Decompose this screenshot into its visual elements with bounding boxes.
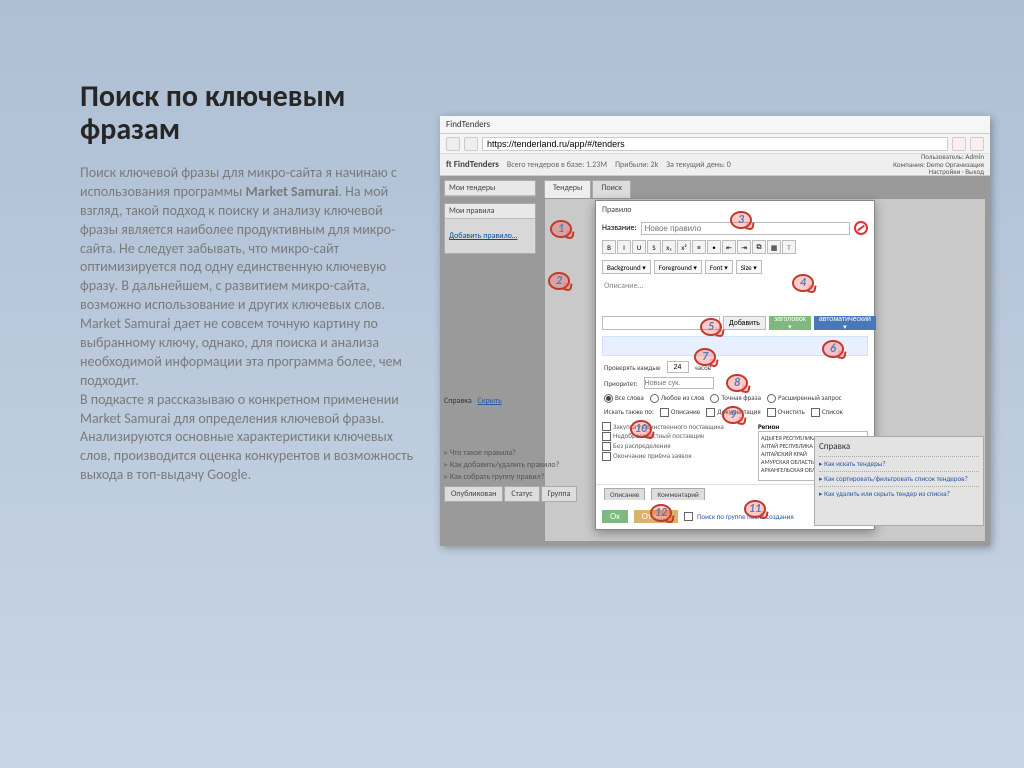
panel1-hdr: Мои тендеры — [445, 181, 535, 196]
r-exact[interactable] — [710, 394, 719, 403]
kw-add-btn[interactable]: Добавить — [723, 316, 766, 330]
r-any[interactable] — [650, 394, 659, 403]
help-hide-link[interactable]: Скрыть — [478, 396, 502, 406]
callout-7: 7 — [694, 348, 716, 366]
kw-scope-btn[interactable]: заголовок ▾ — [769, 316, 811, 330]
forward-button[interactable] — [464, 137, 478, 151]
c-list[interactable] — [811, 408, 820, 417]
match-row: Все слова Любое из слов Точная фраза Рас… — [596, 391, 874, 405]
r-ext[interactable] — [767, 394, 776, 403]
bold-btn[interactable]: B — [602, 240, 616, 254]
help-item-1[interactable]: Как искать тендеры? — [819, 456, 979, 468]
c-clear[interactable] — [767, 408, 776, 417]
slide-title: Поиск по ключевым фразам — [80, 80, 400, 146]
faq-3[interactable]: Как собрать группу правил? — [444, 472, 559, 482]
meta1: Всего тендеров в базе: 1.23M — [507, 160, 607, 170]
size-select[interactable]: Size ▾ — [736, 260, 762, 274]
window-title-text: FindTenders — [446, 119, 490, 130]
help-item-2[interactable]: Как сортировать/фильтровать список тенде… — [819, 471, 979, 483]
sup-btn[interactable]: x² — [677, 240, 691, 254]
keyword-bar: Добавить заголовок ▾ автоматический ▾ — [596, 313, 874, 333]
name-label: Название: — [602, 223, 637, 233]
extra-filters: Закупка у единственного поставщика Недоб… — [602, 422, 752, 481]
img-btn[interactable]: ▦ — [767, 240, 781, 254]
para2: В подкасте я рассказываю о конкретном пр… — [80, 391, 413, 484]
sched-value[interactable] — [667, 361, 689, 373]
callout-6: 6 — [822, 340, 844, 358]
ul-btn[interactable]: • — [707, 240, 721, 254]
para1-bold: Market Samurai — [246, 183, 339, 200]
meta3: За текущий день: 0 — [666, 160, 731, 170]
faq-1[interactable]: Что такое правила? — [444, 448, 559, 458]
dt-comment[interactable]: Комментарий — [651, 488, 704, 500]
home-icon[interactable] — [970, 137, 984, 151]
shield-icon — [952, 137, 966, 151]
top-tabs: Тендеры Поиск — [544, 180, 990, 198]
body-text: Поиск ключевой фразы для микро-сайта я н… — [80, 164, 420, 485]
region-hdr: Регион — [758, 422, 868, 431]
toolbar-row2: Background ▾ Foreground ▾ Font ▾ Size ▾ — [596, 257, 874, 277]
help-label: Справка — [444, 396, 472, 406]
ok-button[interactable]: Ок — [602, 510, 628, 523]
outd-btn[interactable]: ⇤ — [722, 240, 736, 254]
callout-9: 9 — [722, 406, 744, 424]
user-block: Пользователь: Admin Компания: Demo Орган… — [893, 153, 984, 176]
description-area[interactable]: Описание… — [596, 277, 874, 313]
schedule-row: Проверять каждые часов — [596, 359, 874, 375]
rtab-group[interactable]: Группа — [541, 486, 578, 502]
callout-4: 4 — [792, 274, 814, 292]
app-header: ft FindTenders Всего тендеров в базе: 1.… — [440, 154, 990, 176]
c-desc[interactable] — [660, 408, 669, 417]
strike-btn[interactable]: S — [647, 240, 661, 254]
callout-3: 3 — [730, 211, 752, 229]
result-tabs: Опубликован Статус Группа — [444, 486, 577, 502]
url-input[interactable] — [482, 137, 948, 151]
panel-my-tenders[interactable]: Мои тендеры — [444, 180, 536, 197]
prio-input[interactable] — [644, 377, 714, 389]
ol-btn[interactable]: ≡ — [692, 240, 706, 254]
back-button[interactable] — [446, 137, 460, 151]
help-item-3[interactable]: Как удалить или скрыть тендер из списка? — [819, 486, 979, 498]
kw-auto-btn[interactable]: автоматический ▾ — [814, 316, 876, 330]
italic-btn[interactable]: I — [617, 240, 631, 254]
app-logo: ft FindTenders — [446, 159, 499, 170]
help-panel: Справка Как искать тендеры? Как сортиров… — [814, 436, 984, 526]
callout-8: 8 — [726, 374, 748, 392]
bg-select[interactable]: Background ▾ — [602, 260, 651, 274]
panel-my-rules[interactable]: Мои правила Добавить правило… — [444, 203, 536, 254]
meta2: Прибыли: 2k — [615, 160, 658, 170]
sub-btn[interactable]: x₂ — [662, 240, 676, 254]
clr-btn[interactable]: T — [782, 240, 796, 254]
under-btn[interactable]: U — [632, 240, 646, 254]
toolbar-row1: B I U S x₂ x² ≡ • ⇤ ⇥ ⧉ ▦ T — [596, 237, 874, 257]
font-select[interactable]: Font ▾ — [705, 260, 733, 274]
link-btn[interactable]: ⧉ — [752, 240, 766, 254]
dt-desc[interactable]: Описание — [604, 488, 645, 500]
callout-12: 12 — [650, 504, 672, 522]
callout-11: 11 — [744, 500, 766, 518]
sidebar-help: Справка Скрыть — [444, 396, 502, 406]
sidebar-faq: Что такое правила? Как добавить/удалить … — [444, 446, 559, 484]
foot-chk[interactable] — [684, 512, 693, 521]
address-bar — [440, 134, 990, 154]
c-docs[interactable] — [706, 408, 715, 417]
ind-btn[interactable]: ⇥ — [737, 240, 751, 254]
add-rule-link[interactable]: Добавить правило… — [449, 231, 531, 241]
panel2-hdr: Мои правила — [445, 204, 535, 219]
callout-1: 1 — [550, 220, 572, 238]
rtab-pub[interactable]: Опубликован — [444, 486, 503, 502]
r-all[interactable] — [604, 394, 613, 403]
tab-search[interactable]: Поиск — [592, 180, 631, 198]
fg-select[interactable]: Foreground ▾ — [654, 260, 702, 274]
tab-tenders[interactable]: Тендеры — [544, 180, 591, 198]
callout-5: 5 — [700, 318, 722, 336]
help-header: Справка — [819, 441, 979, 452]
callout-2: 2 — [548, 272, 570, 290]
para1b: . На мой взгляд, такой подход к поиску и… — [80, 183, 402, 389]
faq-2[interactable]: Как добавить/удалить правило? — [444, 460, 559, 470]
rtab-status[interactable]: Статус — [504, 486, 539, 502]
window-title: FindTenders — [440, 116, 990, 134]
ban-icon — [854, 221, 868, 235]
callout-10: 10 — [630, 420, 652, 438]
